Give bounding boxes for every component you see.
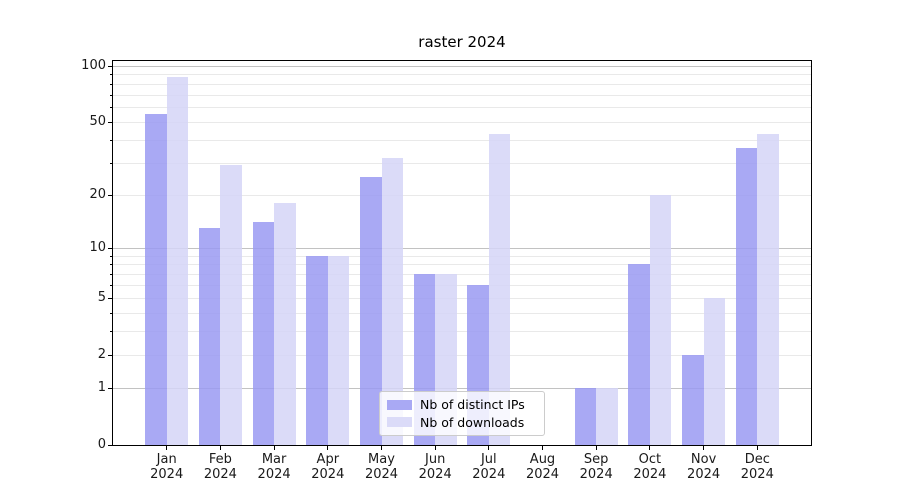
x-tick-mark-may: [381, 446, 382, 450]
bar-nb-of-downloads-jul: [488, 133, 511, 445]
y-tick-mark-1: [108, 388, 112, 389]
plot-area: [112, 60, 812, 446]
bar-nb-of-downloads-oct: [649, 194, 672, 445]
y-tick-mark-0: [108, 445, 112, 446]
y-minor-tick-mark-40: [110, 140, 112, 141]
legend-label-downloads: Nb of downloads: [420, 414, 525, 430]
y-minor-tick-mark-3: [110, 331, 112, 332]
y-tick-mark-5: [108, 298, 112, 299]
bar-nb-of-downloads-dec: [757, 133, 779, 445]
x-tick-label-jun: Jun 2024: [418, 452, 452, 482]
bars-layer: [113, 61, 811, 445]
y-minor-tick-mark-4: [110, 313, 112, 314]
legend-swatch-downloads: [387, 417, 412, 428]
x-tick-mark-jan: [166, 446, 168, 450]
x-tick-label-dec: Dec 2024: [740, 452, 774, 482]
y-minor-tick-mark-60: [110, 107, 112, 108]
x-tick-mark-nov: [703, 446, 705, 450]
x-tick-mark-mar: [273, 446, 275, 450]
bar-nb-of-downloads-jan: [166, 77, 189, 445]
bar-nb-of-downloads-apr: [327, 255, 350, 445]
legend-item-downloads: Nb of downloads: [387, 415, 536, 430]
x-tick-mark-aug: [542, 446, 543, 450]
y-tick-label-50: 50: [89, 113, 106, 129]
x-tick-mark-oct: [649, 446, 651, 450]
bar-nb-of-downloads-may: [381, 157, 403, 445]
y-minor-tick-mark-80: [110, 84, 112, 85]
y-minor-tick-mark-30: [110, 163, 112, 164]
bar-nb-of-distinct-ips-may: [360, 177, 382, 445]
legend-label-distinct-ips: Nb of distinct IPs: [420, 397, 525, 413]
legend-item-distinct-ips: Nb of distinct IPs: [387, 397, 536, 412]
y-minor-tick-mark-8: [110, 264, 112, 265]
x-tick-label-mar: Mar 2024: [257, 452, 291, 482]
y-minor-tick-mark-9: [110, 256, 112, 257]
bar-nb-of-distinct-ips-mar: [252, 222, 275, 445]
x-tick-mark-sep: [595, 446, 597, 450]
y-tick-mark-10: [108, 248, 112, 249]
y-minor-tick-mark-7: [110, 274, 112, 275]
bar-nb-of-distinct-ips-sep: [574, 388, 597, 445]
x-tick-mark-dec: [756, 446, 758, 450]
chart-title: raster 2024: [418, 33, 506, 51]
y-tick-label-2: 2: [97, 346, 106, 362]
y-tick-label-0: 0: [97, 437, 106, 452]
bar-nb-of-downloads-nov: [703, 297, 726, 445]
x-tick-label-aug: Aug 2024: [525, 452, 560, 482]
y-tick-label-5: 5: [97, 289, 106, 305]
x-tick-label-apr: Apr 2024: [311, 452, 345, 482]
x-tick-mark-jun: [434, 446, 436, 450]
x-tick-label-nov: Nov 2024: [687, 452, 721, 482]
bar-nb-of-distinct-ips-nov: [682, 354, 704, 445]
x-tick-label-may: May 2024: [364, 452, 399, 482]
y-tick-mark-20: [108, 195, 112, 196]
y-minor-tick-mark-70: [110, 95, 112, 96]
bar-nb-of-downloads-feb: [220, 165, 242, 445]
x-tick-mark-feb: [219, 446, 221, 450]
y-minor-tick-mark-6: [110, 285, 112, 286]
x-tick-label-oct: Oct 2024: [633, 452, 667, 482]
x-tick-mark-jul: [488, 446, 490, 450]
y-minor-tick-mark-90: [110, 74, 112, 75]
bar-nb-of-downloads-sep: [596, 388, 618, 445]
bar-nb-of-distinct-ips-dec: [735, 148, 758, 445]
y-tick-mark-100: [108, 66, 112, 67]
x-tick-label-jan: Jan 2024: [150, 452, 184, 482]
bar-nb-of-downloads-mar: [274, 203, 296, 445]
bar-nb-of-distinct-ips-oct: [628, 264, 650, 445]
bar-nb-of-distinct-ips-apr: [306, 255, 328, 445]
x-tick-label-jul: Jul 2024: [472, 452, 506, 482]
bar-nb-of-distinct-ips-feb: [198, 228, 221, 445]
bar-nb-of-distinct-ips-jan: [145, 114, 167, 445]
x-tick-mark-apr: [327, 446, 329, 450]
y-tick-label-10: 10: [89, 239, 106, 255]
y-tick-mark-50: [108, 122, 112, 123]
y-tick-label-20: 20: [89, 186, 106, 202]
x-tick-label-feb: Feb 2024: [203, 452, 237, 482]
legend-swatch-distinct-ips: [387, 399, 412, 410]
legend: Nb of distinct IPs Nb of downloads: [379, 391, 545, 436]
y-tick-mark-2: [108, 355, 112, 356]
y-tick-label-100: 100: [81, 57, 106, 73]
y-tick-label-1: 1: [97, 380, 106, 395]
x-tick-label-sep: Sep 2024: [579, 452, 613, 482]
